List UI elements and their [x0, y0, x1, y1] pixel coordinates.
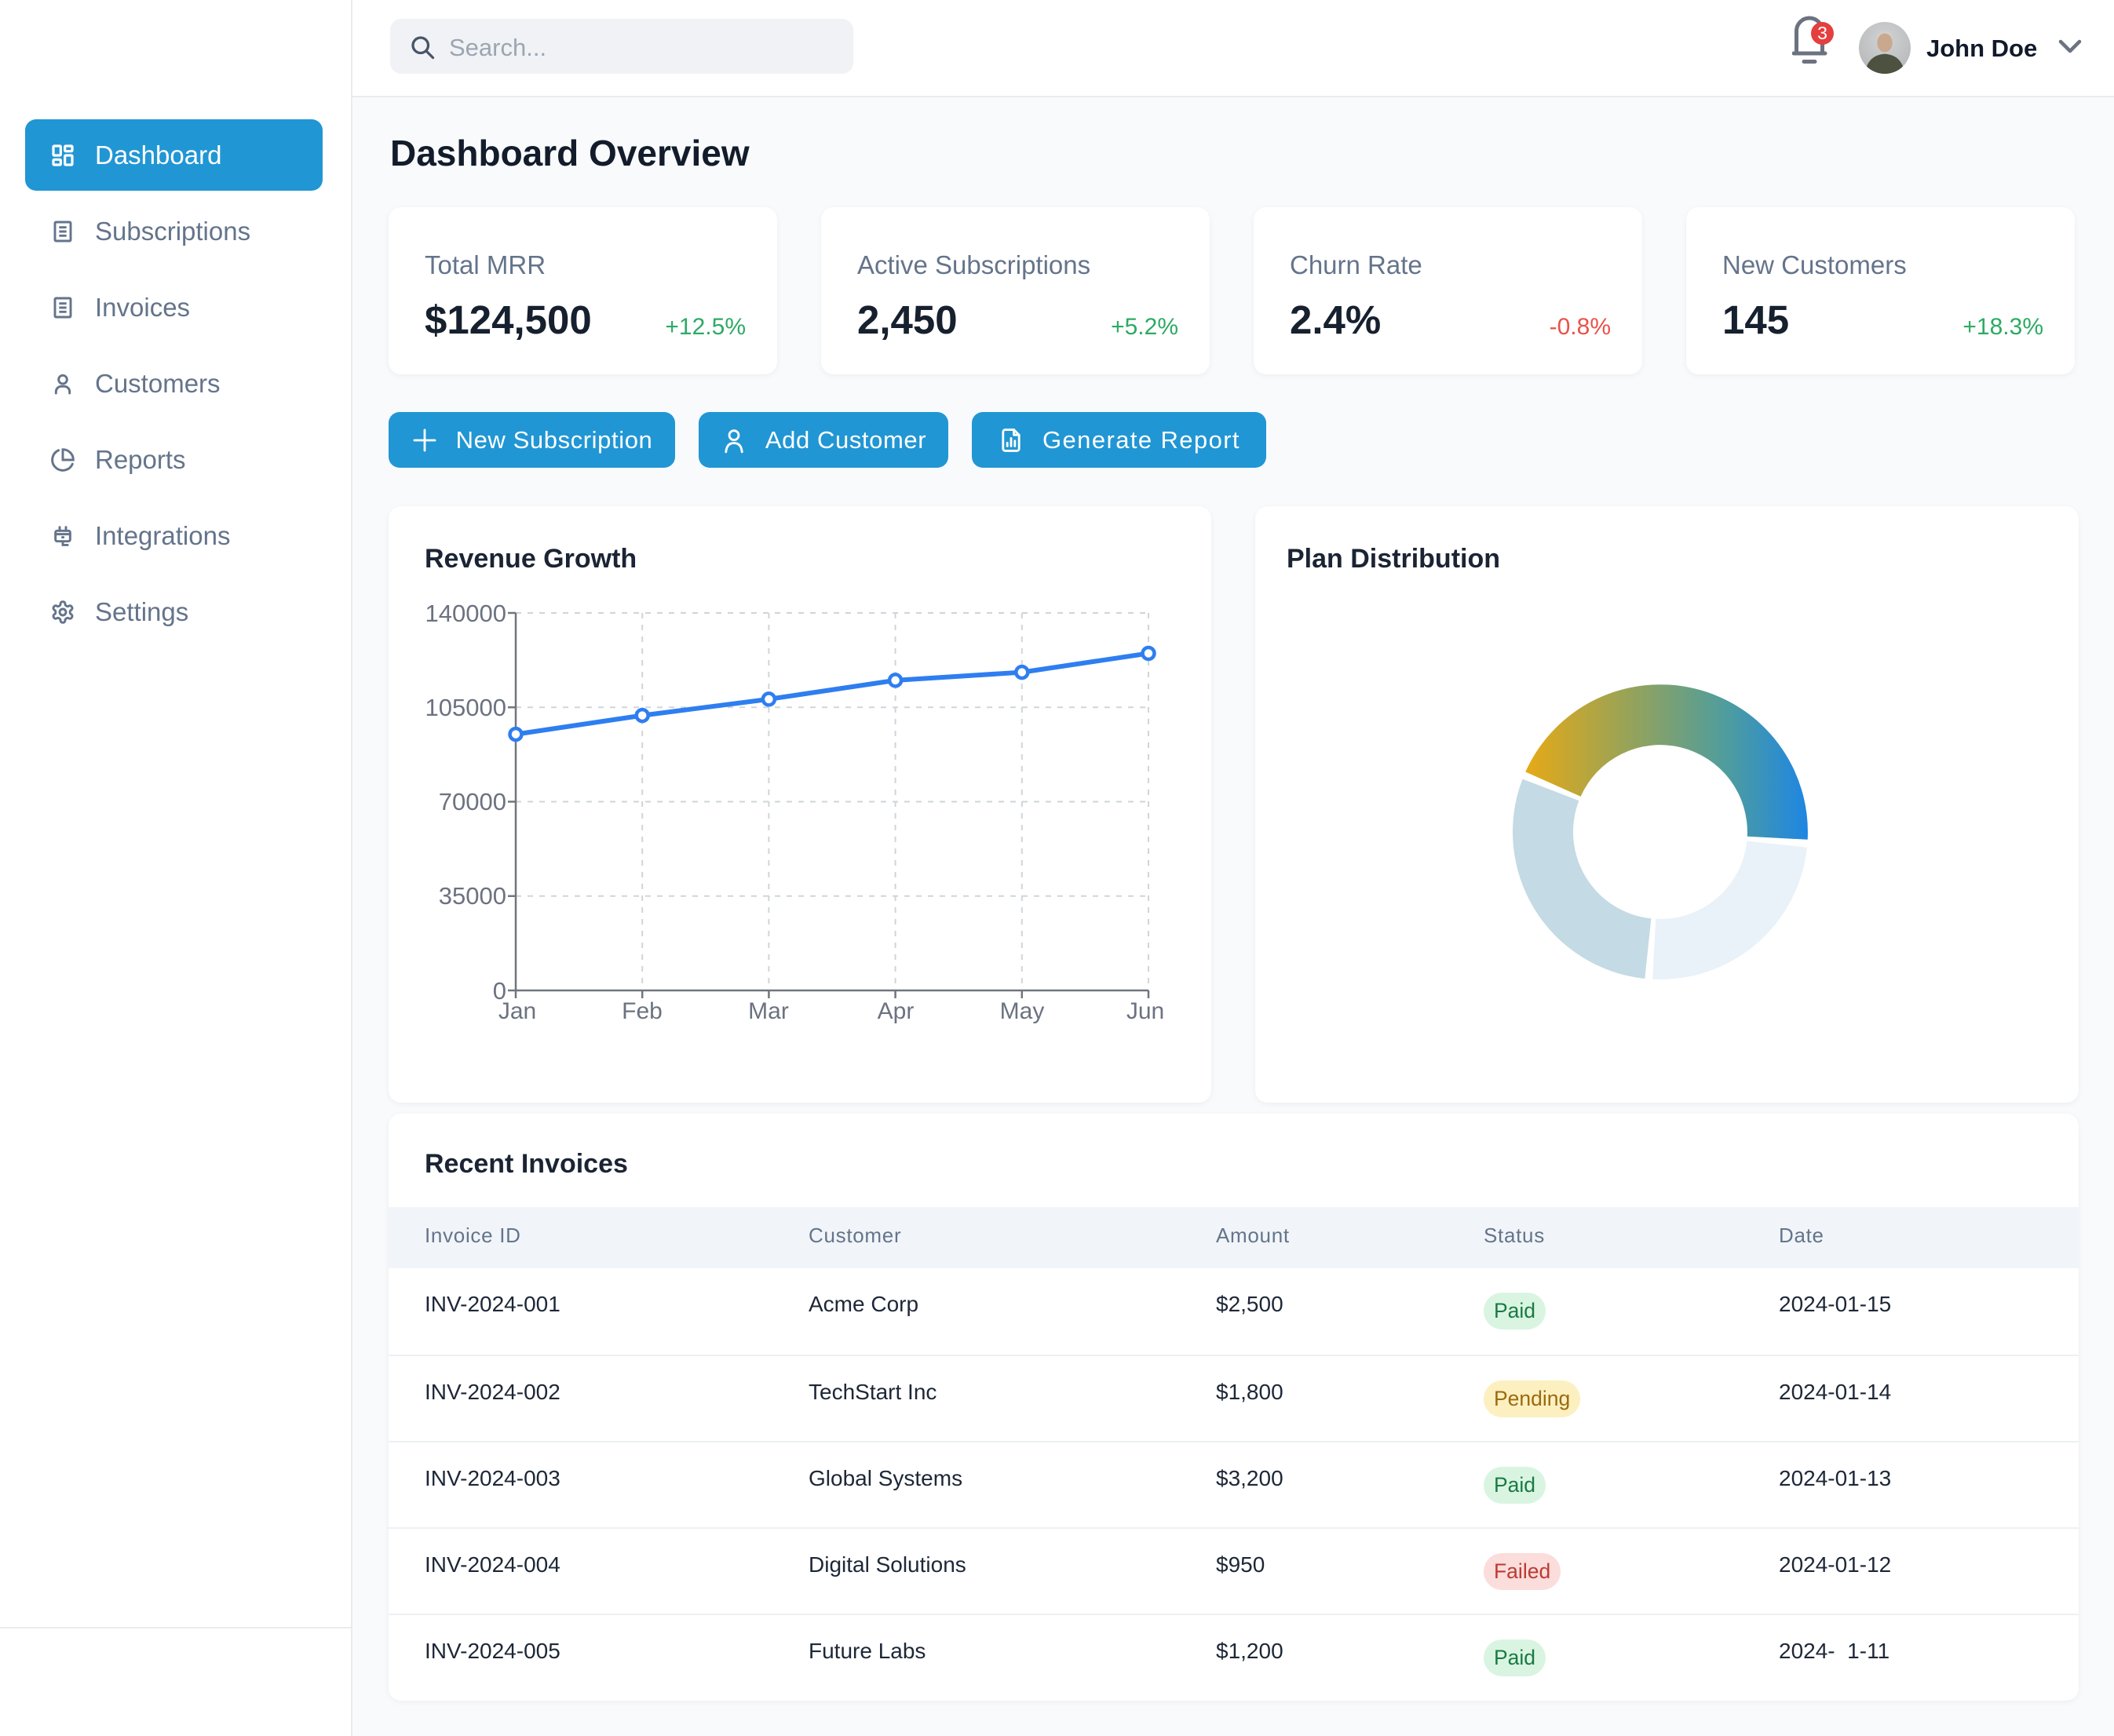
- svg-text:70000: 70000: [439, 788, 506, 815]
- svg-text:35000: 35000: [439, 882, 506, 910]
- svg-text:Apr: Apr: [878, 998, 915, 1024]
- svg-text:0: 0: [493, 977, 506, 1005]
- svg-text:Mar: Mar: [748, 998, 789, 1024]
- svg-text:May: May: [1000, 998, 1045, 1024]
- svg-text:Jun: Jun: [1126, 998, 1164, 1024]
- svg-text:105000: 105000: [425, 694, 506, 721]
- svg-text:140000: 140000: [425, 600, 506, 627]
- svg-text:Feb: Feb: [622, 998, 663, 1024]
- svg-text:Jan: Jan: [498, 998, 536, 1024]
